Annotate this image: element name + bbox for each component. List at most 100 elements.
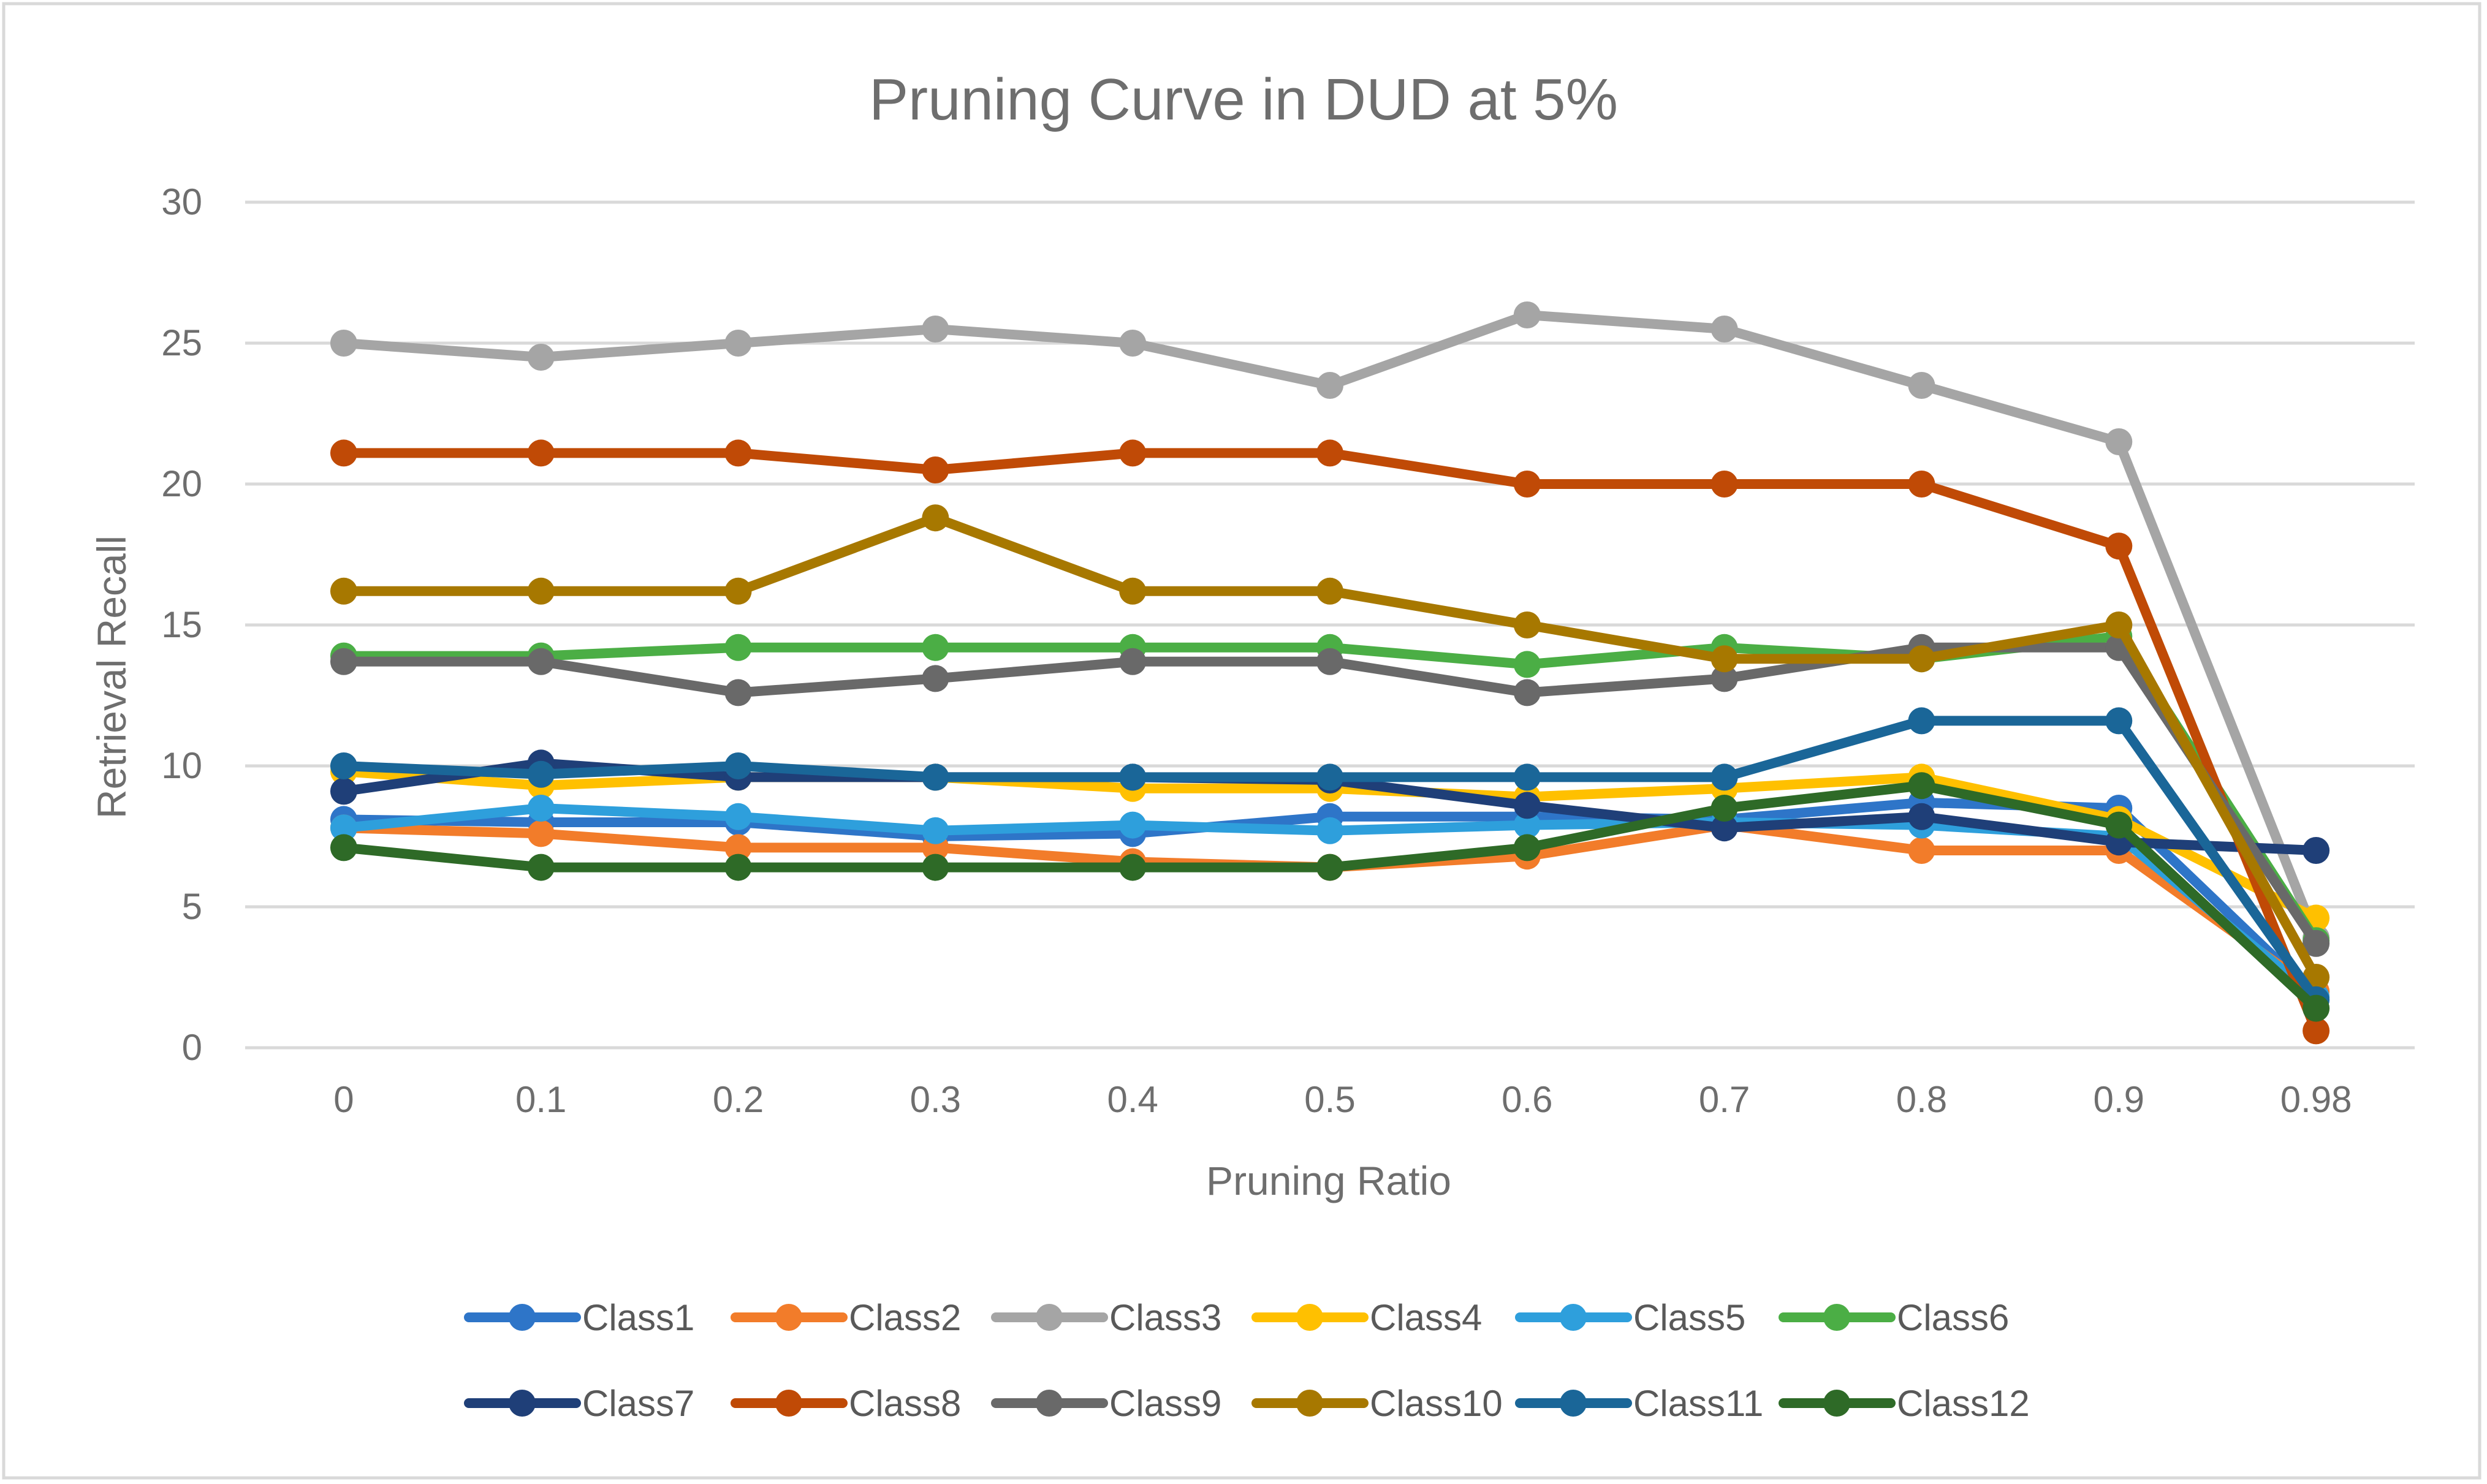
data-point-class11-3 — [922, 763, 949, 791]
x-tick-label: 0.5 — [1304, 1079, 1355, 1120]
data-point-class5-1 — [527, 795, 555, 822]
x-tick-label: 0.1 — [515, 1079, 566, 1120]
data-point-class12-9 — [2105, 811, 2133, 839]
x-axis-ticks: 0 0.1 0.2 0.3 0.4 0.5 0.6 0.7 0.8 0.9 0.98 — [333, 1079, 2352, 1120]
data-point-class9-10 — [2303, 929, 2330, 957]
data-point-class12-7 — [1711, 795, 1738, 822]
data-point-class9-7 — [1711, 665, 1738, 692]
data-point-class5-6 — [1513, 811, 1541, 839]
data-point-class12-8 — [1908, 772, 1935, 800]
legend-swatch-marker — [1296, 1390, 1323, 1417]
data-point-class8-1 — [527, 439, 555, 467]
y-tick-label: 5 — [182, 886, 202, 927]
legend-label: Class1 — [582, 1297, 694, 1338]
data-point-class11-8 — [1908, 707, 1935, 735]
data-point-class3-0 — [330, 330, 357, 357]
data-point-class11-6 — [1513, 763, 1541, 791]
data-point-class9-2 — [724, 679, 752, 706]
data-point-class12-3 — [922, 854, 949, 881]
x-tick-label: 0.9 — [2094, 1079, 2144, 1120]
data-point-class7-6 — [1513, 792, 1541, 819]
data-point-class7-8 — [1908, 803, 1935, 830]
data-point-class5-5 — [1316, 817, 1343, 844]
legend-label: Class9 — [1109, 1383, 1221, 1424]
legend-label: Class3 — [1109, 1297, 1221, 1338]
data-point-class5-3 — [922, 817, 949, 844]
data-point-class2-1 — [527, 820, 555, 847]
data-point-class2-8 — [1908, 837, 1935, 864]
data-point-class3-1 — [527, 344, 555, 371]
x-tick-label: 0.2 — [713, 1079, 764, 1120]
series-class3 — [330, 301, 2330, 952]
data-point-class12-0 — [330, 834, 357, 861]
data-point-class8-6 — [1513, 471, 1541, 498]
data-point-class8-7 — [1711, 471, 1738, 498]
data-point-class11-0 — [330, 752, 357, 779]
data-point-class10-7 — [1711, 645, 1738, 673]
legend-swatch-marker — [1036, 1390, 1063, 1417]
data-point-class10-6 — [1513, 611, 1541, 638]
x-tick-label: 0.98 — [2280, 1079, 2352, 1120]
y-tick-label: 20 — [161, 463, 202, 504]
data-point-class11-2 — [724, 752, 752, 779]
data-point-class8-9 — [2105, 532, 2133, 560]
legend-item-class9: Class9 — [991, 1383, 1221, 1424]
data-point-class12-10 — [2303, 994, 2330, 1022]
x-tick-label: 0.4 — [1107, 1079, 1158, 1120]
y-tick-label: 10 — [161, 745, 202, 786]
legend-label: Class8 — [849, 1383, 961, 1424]
legend-swatch-marker — [1296, 1304, 1323, 1331]
legend-swatch-marker — [509, 1304, 536, 1331]
data-point-class3-6 — [1513, 301, 1541, 328]
legend-label: Class5 — [1633, 1297, 1745, 1338]
legend-item-class7: Class7 — [464, 1383, 694, 1424]
data-point-class12-6 — [1513, 834, 1541, 861]
legend-item-class6: Class6 — [1779, 1297, 2009, 1338]
data-point-class10-1 — [527, 577, 555, 605]
y-tick-label: 30 — [161, 181, 202, 222]
legend-swatch-marker — [1560, 1304, 1587, 1331]
series-class12 — [330, 772, 2330, 1022]
data-point-class11-5 — [1316, 763, 1343, 791]
data-point-class8-8 — [1908, 471, 1935, 498]
data-point-class8-10 — [2303, 1017, 2330, 1045]
legend-swatch-marker — [775, 1304, 802, 1331]
data-point-class11-9 — [2105, 707, 2133, 735]
x-tick-label: 0.6 — [1502, 1079, 1552, 1120]
legend-swatch-marker — [1036, 1304, 1063, 1331]
data-point-class5-0 — [330, 814, 357, 842]
data-point-class9-3 — [922, 665, 949, 692]
data-point-class12-2 — [724, 854, 752, 881]
data-point-class8-2 — [724, 439, 752, 467]
legend-item-class8: Class8 — [731, 1383, 961, 1424]
x-tick-label: 0.3 — [910, 1079, 961, 1120]
data-point-class3-9 — [2105, 428, 2133, 455]
data-point-class12-5 — [1316, 854, 1343, 881]
legend-label: Class10 — [1370, 1383, 1503, 1424]
x-tick-label: 0 — [333, 1079, 354, 1120]
legend-item-class4: Class4 — [1251, 1297, 1482, 1338]
data-point-class11-1 — [527, 760, 555, 788]
data-point-class6-2 — [724, 634, 752, 661]
data-point-class3-5 — [1316, 372, 1343, 399]
legend-item-class1: Class1 — [464, 1297, 694, 1338]
legend-label: Class11 — [1633, 1383, 1763, 1424]
data-point-class9-0 — [330, 648, 357, 675]
y-tick-label: 15 — [161, 604, 202, 645]
data-point-class10-8 — [1908, 645, 1935, 673]
data-point-class3-3 — [922, 316, 949, 343]
x-tick-label: 0.7 — [1699, 1079, 1750, 1120]
legend-swatch-marker — [509, 1390, 536, 1417]
data-point-class9-4 — [1119, 648, 1147, 675]
data-point-class10-2 — [724, 577, 752, 605]
legend-swatch-marker — [775, 1390, 802, 1417]
data-point-class5-2 — [724, 803, 752, 830]
series-layer — [330, 301, 2330, 1045]
data-point-class3-8 — [1908, 372, 1935, 399]
data-point-class3-7 — [1711, 316, 1738, 343]
legend-label: Class12 — [1897, 1383, 2030, 1424]
y-axis-title: Retrieval Recall — [89, 536, 134, 819]
